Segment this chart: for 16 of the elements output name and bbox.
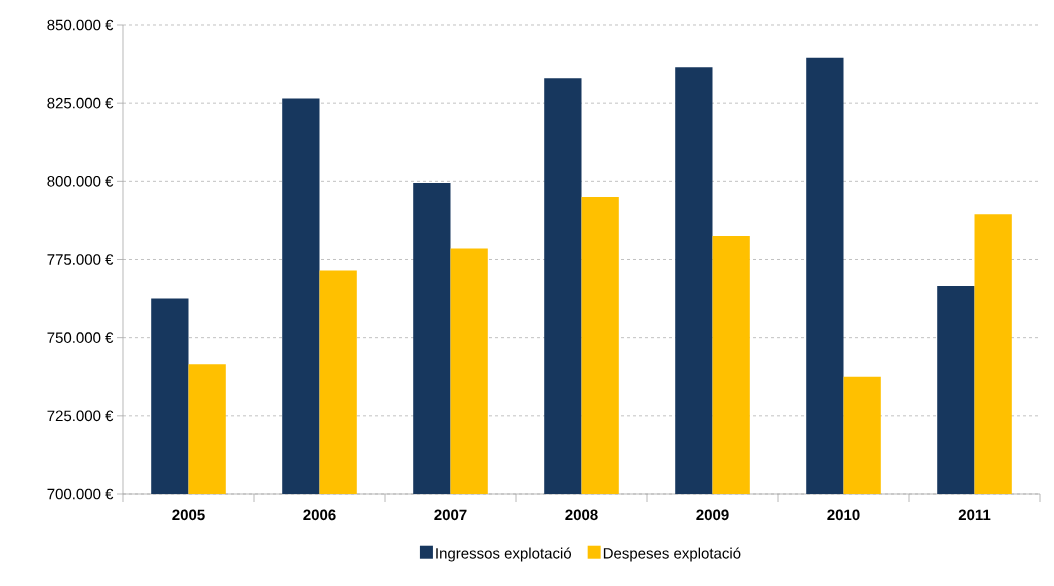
x-tick-label: 2010 xyxy=(827,509,860,521)
x-tick-label: 2006 xyxy=(303,509,336,521)
y-tick-label: 800.000 € xyxy=(47,176,114,187)
x-tick-label: 2007 xyxy=(434,509,467,521)
x-tick-label: 2011 xyxy=(958,509,991,521)
y-tick-label: 775.000 € xyxy=(47,254,114,265)
x-tick-label: 2005 xyxy=(172,509,205,521)
legend-label: Despeses explotació xyxy=(603,547,741,562)
y-tick-label: 750.000 € xyxy=(47,332,114,343)
x-tick-label: 2008 xyxy=(565,509,598,521)
y-tick-label: 825.000 € xyxy=(47,97,114,109)
x-tick-label: 2009 xyxy=(696,509,729,521)
legend-label: Ingressos explotació xyxy=(436,547,572,562)
y-tick-label: 850.000 € xyxy=(47,19,114,31)
y-tick-label: 700.000 € xyxy=(47,488,114,500)
y-tick-label: 725.000 € xyxy=(47,410,114,422)
